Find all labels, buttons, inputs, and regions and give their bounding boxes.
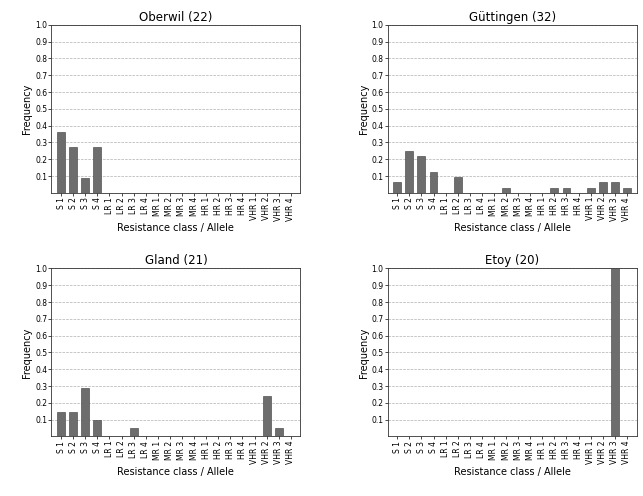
Y-axis label: Frequency: Frequency: [23, 327, 32, 377]
Title: Güttingen (32): Güttingen (32): [469, 10, 556, 24]
Title: Oberwil (22): Oberwil (22): [140, 10, 213, 24]
Y-axis label: Frequency: Frequency: [359, 327, 368, 377]
Y-axis label: Frequency: Frequency: [359, 84, 368, 134]
Bar: [69, 147, 77, 193]
Bar: [57, 132, 65, 193]
Bar: [82, 388, 89, 436]
X-axis label: Resistance class / Allele: Resistance class / Allele: [118, 223, 234, 234]
Bar: [599, 183, 606, 193]
Bar: [502, 187, 510, 193]
Bar: [93, 147, 102, 193]
Bar: [262, 396, 271, 436]
Bar: [275, 429, 283, 436]
Bar: [430, 172, 437, 193]
Title: Etoy (20): Etoy (20): [485, 254, 539, 267]
X-axis label: Resistance class / Allele: Resistance class / Allele: [454, 467, 570, 477]
Bar: [586, 187, 595, 193]
Bar: [550, 187, 558, 193]
Bar: [405, 151, 413, 193]
Bar: [611, 268, 619, 436]
Bar: [611, 183, 619, 193]
Bar: [82, 178, 89, 193]
Bar: [57, 413, 65, 436]
Bar: [563, 187, 570, 193]
Bar: [394, 183, 401, 193]
Title: Gland (21): Gland (21): [145, 254, 207, 267]
Bar: [93, 421, 102, 436]
Bar: [623, 187, 631, 193]
X-axis label: Resistance class / Allele: Resistance class / Allele: [454, 223, 570, 234]
Bar: [454, 177, 462, 193]
Bar: [417, 156, 426, 193]
Bar: [130, 429, 138, 436]
Bar: [69, 413, 77, 436]
Y-axis label: Frequency: Frequency: [23, 84, 32, 134]
X-axis label: Resistance class / Allele: Resistance class / Allele: [118, 467, 234, 477]
